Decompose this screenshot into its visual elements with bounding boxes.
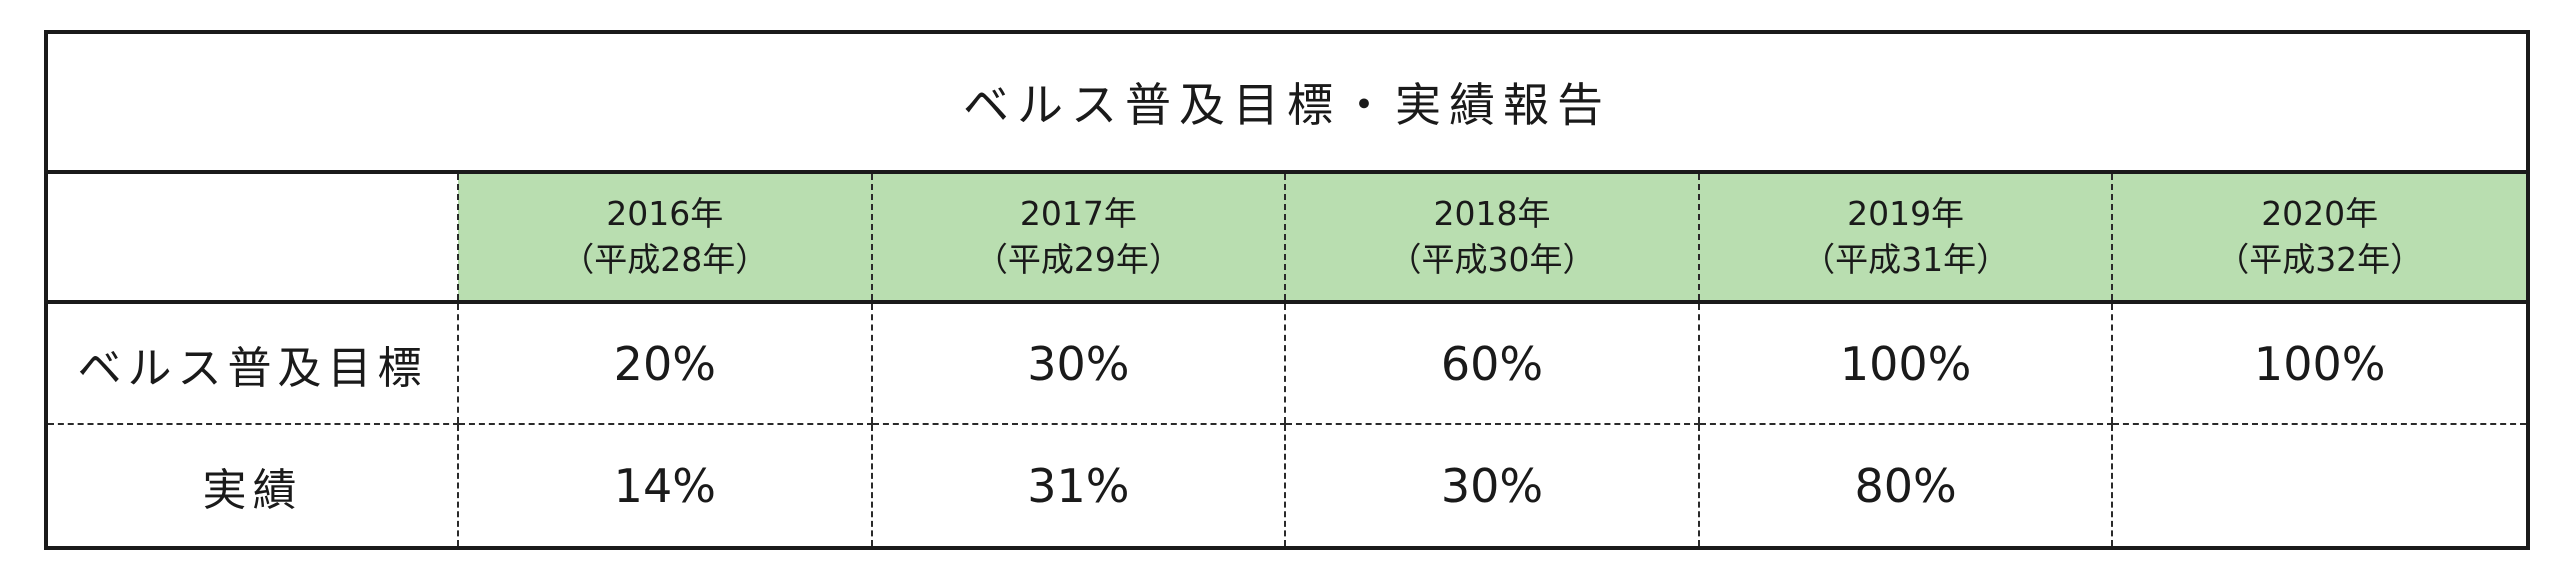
row-label-target: ベルス普及目標 xyxy=(48,302,458,425)
actual-value-cell: 31% xyxy=(870,424,1286,546)
era-label: （平成29年） xyxy=(974,240,1182,279)
actual-value-cell: 80% xyxy=(1697,424,2113,546)
era-label: （平成30年） xyxy=(1388,240,1596,279)
era-label: （平成32年） xyxy=(2216,240,2424,279)
year-header-cell: 2016年 （平成28年） xyxy=(457,174,872,304)
report-table-frame: ベルス普及目標・実績報告 2016年 （平成28年） 2017年 （平成29年）… xyxy=(44,30,2530,550)
era-label: （平成31年） xyxy=(1802,240,2010,279)
year-label: 2016年 xyxy=(606,194,724,233)
actual-value-cell: 30% xyxy=(1284,424,1699,546)
year-header-cell: 2017年 （平成29年） xyxy=(870,174,1286,304)
year-label: 2018年 xyxy=(1433,194,1551,233)
year-header-cell: 2019年 （平成31年） xyxy=(1697,174,2113,304)
target-row: ベルス普及目標 20% 30% 60% 100% 100% xyxy=(48,302,2526,425)
actual-value-cell: 14% xyxy=(457,424,872,546)
year-header-cell: 2020年 （平成32年） xyxy=(2111,174,2526,304)
year-header-cell: 2018年 （平成30年） xyxy=(1284,174,1699,304)
target-value-cell: 30% xyxy=(870,302,1286,425)
table-title: ベルス普及目標・実績報告 xyxy=(48,34,2526,174)
actual-row: 実績 14% 31% 30% 80% xyxy=(48,424,2526,546)
year-header-row: 2016年 （平成28年） 2017年 （平成29年） 2018年 （平成30年… xyxy=(48,174,2526,304)
row-label-actual: 実績 xyxy=(202,464,303,516)
year-label: 2019年 xyxy=(1847,194,1965,233)
year-label: 2020年 xyxy=(2261,194,2379,233)
year-label: 2017年 xyxy=(1019,194,1137,233)
target-value-cell: 60% xyxy=(1284,302,1699,425)
report-table: 2016年 （平成28年） 2017年 （平成29年） 2018年 （平成30年… xyxy=(48,174,2526,546)
target-value-cell: 100% xyxy=(2111,302,2526,425)
era-label: （平成28年） xyxy=(561,240,769,279)
actual-value-cell xyxy=(2111,424,2526,546)
target-value-cell: 20% xyxy=(457,302,872,425)
target-value-cell: 100% xyxy=(1697,302,2113,425)
corner-cell xyxy=(48,174,458,304)
